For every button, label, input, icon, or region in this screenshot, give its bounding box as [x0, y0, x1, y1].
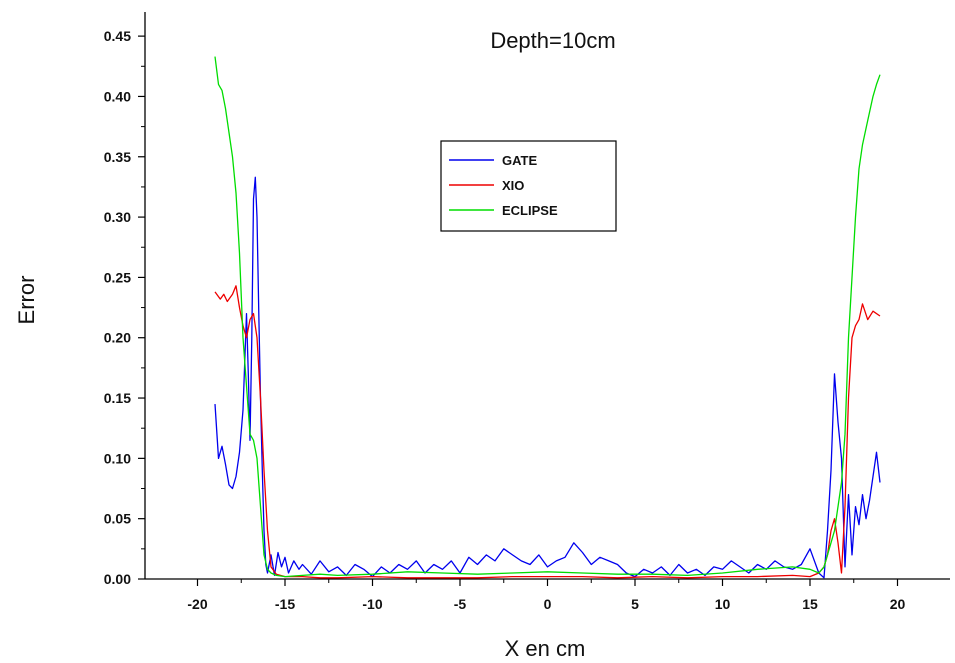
x-tick-label: -5 — [454, 596, 467, 612]
x-tick-label: 10 — [715, 596, 731, 612]
y-tick-label: 0.25 — [104, 269, 131, 285]
series-line-eclipse — [214, 56, 881, 578]
y-tick-label: 0.40 — [104, 88, 131, 104]
legend-box — [440, 140, 617, 232]
x-tick-label: -20 — [187, 596, 207, 612]
chart-title: Depth=10cm — [490, 28, 615, 53]
y-tick-label: 0.20 — [104, 330, 131, 346]
x-tick-label: 20 — [890, 596, 906, 612]
y-tick-label: 0.05 — [104, 511, 131, 527]
legend-label-gate: GATE — [502, 153, 537, 168]
x-tick-label: 15 — [802, 596, 818, 612]
x-tick-label: 5 — [631, 596, 639, 612]
plot-area: 0.00 0.05 0.10 0.15 0.20 0.25 0.30 0.35 0.40 0.45… — [104, 12, 950, 612]
x-tick-label: 0 — [544, 596, 552, 612]
y-tick-label: 0.10 — [104, 450, 131, 466]
legend-label-eclipse: ECLIPSE — [502, 203, 558, 218]
x-ticks: -20 -15 -10 -5 0 5 10 15 20 — [187, 579, 905, 612]
y-tick-label: 0.35 — [104, 149, 131, 165]
y-tick-label: 0.30 — [104, 209, 131, 225]
x-tick-label: -10 — [362, 596, 382, 612]
series-lines — [214, 56, 881, 579]
y-tick-label: 0.45 — [104, 28, 131, 44]
y-axis-title: Error — [14, 276, 39, 325]
legend-items: GATE XIO ECLIPSE — [449, 153, 558, 218]
series-line-xio — [214, 285, 881, 579]
x-tick-label: -15 — [275, 596, 295, 612]
legend: GATE XIO ECLIPSE — [440, 140, 617, 232]
y-ticks: 0.00 0.05 0.10 0.15 0.20 0.25 0.30 0.35 0.40 0.45 — [104, 28, 145, 587]
series-line-gate — [214, 176, 881, 579]
y-tick-label: 0.00 — [104, 571, 131, 587]
x-axis-title: X en cm — [505, 636, 586, 661]
y-tick-label: 0.15 — [104, 390, 131, 406]
legend-label-xio: XIO — [502, 178, 524, 193]
